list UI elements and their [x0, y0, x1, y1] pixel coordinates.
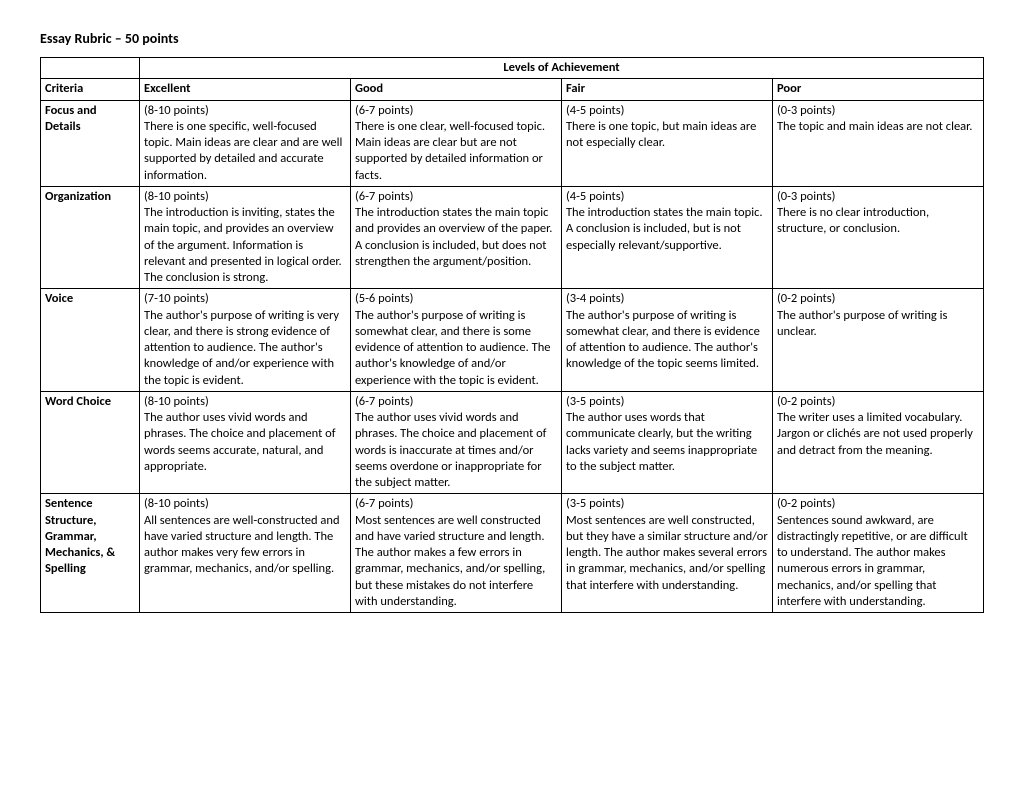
points-label: (0-2 points) — [777, 291, 979, 307]
table-row: Sentence Structure, Grammar, Mechanics, … — [41, 494, 984, 613]
points-label: (5-6 points) — [355, 291, 557, 307]
cell-text: There is one topic, but main ideas are n… — [566, 119, 756, 150]
fair-cell: (3-5 points)Most sentences are well cons… — [561, 494, 772, 613]
table-row: Levels of Achievement — [41, 58, 984, 79]
points-label: (0-2 points) — [777, 394, 979, 410]
excellent-cell: (8-10 points)The introduction is invitin… — [140, 186, 351, 289]
cell-text: The author's purpose of writing is very … — [144, 308, 339, 388]
criteria-cell: Focus and Details — [41, 100, 140, 186]
poor-cell: (0-3 points)There is no clear introducti… — [772, 186, 983, 289]
good-cell: (6-7 points)Most sentences are well cons… — [350, 494, 561, 613]
table-row: Organization (8-10 points)The introducti… — [41, 186, 984, 289]
cell-text: All sentences are well-constructed and h… — [144, 513, 340, 577]
points-label: (3-4 points) — [566, 291, 768, 307]
points-label: (8-10 points) — [144, 394, 346, 410]
poor-cell: (0-3 points)The topic and main ideas are… — [772, 100, 983, 186]
points-label: (8-10 points) — [144, 496, 346, 512]
cell-text: Sentences sound awkward, are distracting… — [777, 513, 968, 609]
empty-header-cell — [41, 58, 140, 79]
points-label: (4-5 points) — [566, 103, 768, 119]
table-row: Voice (7-10 points)The author's purpose … — [41, 289, 984, 392]
points-label: (6-7 points) — [355, 189, 557, 205]
fair-cell: (4-5 points)The introduction states the … — [561, 186, 772, 289]
poor-cell: (0-2 points)The writer uses a limited vo… — [772, 391, 983, 494]
criteria-cell: Word Choice — [41, 391, 140, 494]
cell-text: There is one specific, well-focused topi… — [144, 119, 342, 183]
excellent-header: Excellent — [140, 79, 351, 100]
cell-text: The author uses vivid words and phrases.… — [355, 410, 547, 490]
cell-text: There is no clear introduction, structur… — [777, 205, 929, 236]
levels-header: Levels of Achievement — [140, 58, 984, 79]
points-label: (8-10 points) — [144, 189, 346, 205]
good-cell: (6-7 points)The introduction states the … — [350, 186, 561, 289]
table-row: Word Choice (8-10 points)The author uses… — [41, 391, 984, 494]
excellent-cell: (8-10 points)All sentences are well-cons… — [140, 494, 351, 613]
cell-text: The author's purpose of writing is uncle… — [777, 308, 947, 339]
points-label: (4-5 points) — [566, 189, 768, 205]
fair-cell: (3-4 points)The author's purpose of writ… — [561, 289, 772, 392]
excellent-cell: (8-10 points)The author uses vivid words… — [140, 391, 351, 494]
poor-header: Poor — [772, 79, 983, 100]
points-label: (6-7 points) — [355, 496, 557, 512]
table-row: Criteria Excellent Good Fair Poor — [41, 79, 984, 100]
table-row: Focus and Details (8-10 points)There is … — [41, 100, 984, 186]
cell-text: The author's purpose of writing is somew… — [566, 308, 760, 372]
points-label: (0-2 points) — [777, 496, 979, 512]
good-header: Good — [350, 79, 561, 100]
cell-text: There is one clear, well-focused topic. … — [355, 119, 545, 183]
good-cell: (6-7 points)There is one clear, well-foc… — [350, 100, 561, 186]
cell-text: Most sentences are well constructed and … — [355, 513, 545, 609]
rubric-title: Essay Rubric – 50 points — [40, 30, 984, 47]
points-label: (3-5 points) — [566, 496, 768, 512]
fair-header: Fair — [561, 79, 772, 100]
cell-text: The author uses vivid words and phrases.… — [144, 410, 336, 474]
cell-text: The introduction states the main topic. … — [566, 205, 763, 253]
points-label: (6-7 points) — [355, 103, 557, 119]
cell-text: The author's purpose of writing is somew… — [355, 308, 551, 388]
fair-cell: (3-5 points)The author uses words that c… — [561, 391, 772, 494]
cell-text: The topic and main ideas are not clear. — [777, 119, 972, 134]
good-cell: (5-6 points)The author's purpose of writ… — [350, 289, 561, 392]
criteria-cell: Voice — [41, 289, 140, 392]
excellent-cell: (8-10 points)There is one specific, well… — [140, 100, 351, 186]
points-label: (0-3 points) — [777, 103, 979, 119]
points-label: (7-10 points) — [144, 291, 346, 307]
criteria-cell: Organization — [41, 186, 140, 289]
points-label: (8-10 points) — [144, 103, 346, 119]
cell-text: Most sentences are well constructed, but… — [566, 513, 768, 593]
points-label: (3-5 points) — [566, 394, 768, 410]
points-label: (0-3 points) — [777, 189, 979, 205]
cell-text: The writer uses a limited vocabulary. Ja… — [777, 410, 973, 458]
rubric-table: Levels of Achievement Criteria Excellent… — [40, 57, 984, 613]
excellent-cell: (7-10 points)The author's purpose of wri… — [140, 289, 351, 392]
criteria-header: Criteria — [41, 79, 140, 100]
cell-text: The introduction is inviting, states the… — [144, 205, 342, 285]
criteria-cell: Sentence Structure, Grammar, Mechanics, … — [41, 494, 140, 613]
good-cell: (6-7 points)The author uses vivid words … — [350, 391, 561, 494]
cell-text: The author uses words that communicate c… — [566, 410, 757, 474]
points-label: (6-7 points) — [355, 394, 557, 410]
poor-cell: (0-2 points)Sentences sound awkward, are… — [772, 494, 983, 613]
poor-cell: (0-2 points)The author's purpose of writ… — [772, 289, 983, 392]
cell-text: The introduction states the main topic a… — [355, 205, 552, 269]
fair-cell: (4-5 points)There is one topic, but main… — [561, 100, 772, 186]
